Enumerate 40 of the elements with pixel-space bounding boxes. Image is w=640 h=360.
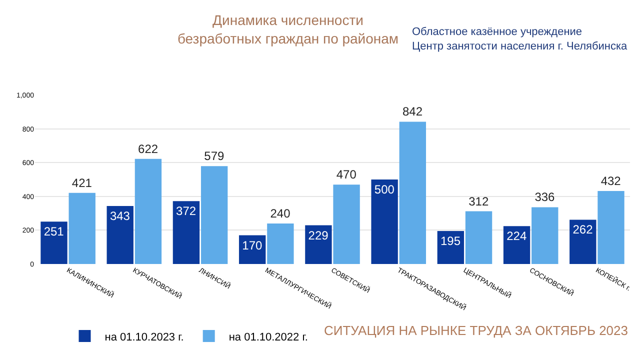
bar — [532, 207, 558, 264]
data-label: 470 — [336, 168, 357, 182]
data-label: 170 — [242, 238, 263, 252]
legend-label: на 01.10.2023 г. — [104, 331, 184, 344]
data-label: 336 — [534, 190, 556, 204]
bar — [399, 122, 426, 264]
bar — [371, 180, 398, 264]
data-label: 432 — [600, 174, 622, 188]
bar — [106, 206, 134, 264]
bar — [570, 220, 596, 264]
data-label: 251 — [44, 224, 64, 239]
bar — [134, 158, 162, 264]
data-label: 240 — [270, 206, 291, 220]
bar — [40, 222, 68, 264]
bar — [172, 201, 200, 264]
data-label: 500 — [374, 182, 395, 196]
bar — [267, 223, 294, 264]
data-label: 312 — [468, 194, 489, 208]
bar — [598, 190, 624, 264]
data-label: 224 — [506, 229, 527, 244]
bar — [305, 225, 332, 264]
bar — [437, 231, 464, 264]
data-label: 622 — [138, 142, 158, 156]
data-label: 421 — [72, 176, 92, 190]
data-label: 229 — [308, 228, 329, 242]
data-label: 195 — [440, 234, 461, 248]
data-label: 579 — [204, 149, 224, 164]
bar — [200, 166, 228, 264]
bar — [465, 211, 492, 264]
data-label: 343 — [110, 209, 130, 224]
chart-title: Динамика численности безработных граждан по районам — [177, 12, 399, 46]
data-label: 372 — [176, 204, 196, 218]
legend-label: на 01.10.2022 г. — [228, 331, 308, 344]
data-label: 262 — [572, 222, 594, 237]
bar — [68, 192, 96, 264]
text: Областное казённое учреждение Центр занятости населения г. Челябинска — [412, 26, 628, 52]
bar — [333, 184, 360, 264]
bar — [503, 226, 530, 264]
text: СИТУАЦИЯ НА РЫНКЕ ТРУДА ЗА ОКТЯБРЬ 2023 — [324, 323, 628, 338]
data-label: 842 — [402, 104, 423, 119]
